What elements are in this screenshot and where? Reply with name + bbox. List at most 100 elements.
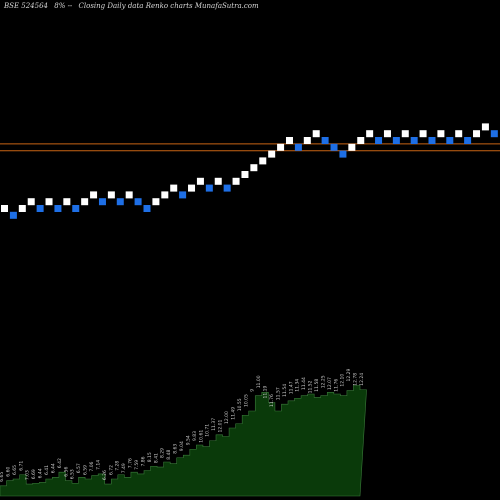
volume-area [0, 385, 367, 497]
chart-title: BSE 524564 8% -- Closing Daily data Renk… [4, 2, 263, 10]
brick-up [357, 137, 365, 144]
volume-label: 12.29 [346, 368, 352, 381]
volume-label: 7.49 [121, 463, 127, 473]
brick-up [366, 130, 374, 138]
volume-label: 8.15 [147, 452, 153, 462]
volume-label: 11.57 [275, 387, 281, 400]
volume-label: 9.04 [179, 441, 185, 451]
brick-up [259, 157, 267, 165]
brick-up [27, 198, 35, 206]
brick-down [98, 198, 106, 206]
volume-label: 6.42 [57, 458, 63, 468]
volume-label: 6.71 [18, 461, 24, 471]
volume-label: 7.86 [140, 456, 146, 466]
brick-down [9, 211, 17, 219]
brick-up [241, 171, 249, 178]
volume-label: 7.14 [95, 460, 101, 470]
volume-label: 9 [250, 389, 256, 392]
brick-up [161, 191, 169, 199]
brick-down [134, 198, 142, 206]
volume-label: 12.00 [224, 411, 230, 424]
volume-label: 11.52 [308, 380, 314, 393]
volume-label: 6.72 [108, 465, 114, 475]
brick-down [410, 137, 418, 144]
volume-label: 11.44 [301, 377, 307, 390]
volume-label: 10.71 [205, 424, 211, 437]
brick-up [1, 205, 8, 212]
brick-up [250, 164, 258, 172]
volume-label: 12.24 [359, 373, 365, 386]
volume-label: 12.25 [320, 375, 326, 388]
volume-label: 10.05 [243, 394, 249, 407]
brick-down [36, 205, 44, 212]
brick-up [152, 198, 160, 206]
volume-label: 6.26 [102, 470, 108, 480]
brick-up [18, 205, 26, 212]
description-label: Closing Daily data Renko charts MunafaSu… [78, 2, 259, 10]
volume-label: 8.48 [166, 450, 172, 460]
brick-down [392, 137, 400, 144]
brick-down [428, 137, 436, 144]
brick-up [214, 177, 222, 185]
brick-down [179, 191, 187, 199]
volume-label: 11.76 [333, 379, 339, 392]
volume-label: 6.57 [76, 463, 82, 473]
brick-down [330, 143, 338, 151]
brick-down [143, 205, 151, 212]
volume-label: 6.41 [44, 465, 50, 475]
change-label: 8% -- [54, 2, 73, 10]
brick-up [285, 137, 293, 144]
volume-label: 6.69 [31, 469, 37, 479]
brick-down [72, 205, 80, 212]
volume-label: 7.06 [89, 461, 95, 471]
brick-up [312, 130, 320, 138]
volume-label: 12.10 [340, 374, 346, 387]
brick-up [125, 191, 133, 199]
brick-up [188, 184, 196, 192]
brick-up [232, 177, 240, 185]
volume-label: 10.55 [237, 398, 243, 411]
volume-label: 6.44 [38, 468, 44, 478]
volume-label: 7.59 [134, 460, 140, 470]
brick-up [63, 198, 71, 206]
brick-up [473, 130, 481, 138]
brick-down [464, 137, 472, 144]
volume-label: 6.56 [63, 467, 69, 477]
brick-down [321, 137, 329, 144]
volume-label: 11.49 [230, 407, 236, 420]
brick-up [481, 123, 489, 131]
volume-label: 6.65 [12, 465, 18, 475]
brick-down [116, 198, 124, 206]
brick-up [383, 130, 391, 138]
volume-label: 9.83 [192, 431, 198, 441]
brick-down [490, 130, 498, 138]
brick-up [45, 198, 53, 206]
brick-down [223, 184, 231, 192]
volume-label: 6.53 [70, 469, 76, 479]
volume-label: 8.29 [160, 448, 166, 458]
volume-label: 11.34 [295, 379, 301, 392]
volume-label: 12.78 [353, 373, 359, 386]
volume-label: 10.61 [198, 430, 204, 443]
brick-up [90, 191, 98, 199]
brick-down [375, 137, 383, 144]
volume-label: 6.60 [5, 467, 11, 477]
brick-down [294, 143, 302, 151]
brick-down [446, 137, 454, 144]
brick-up [437, 130, 445, 138]
brick-up [170, 184, 178, 192]
symbol-label: BSE 524564 [4, 2, 48, 10]
volume-label: 6.44 [50, 463, 56, 473]
brick-up [268, 150, 276, 158]
volume-label: 12.07 [327, 377, 333, 390]
volume-label: 11.00 [256, 375, 262, 388]
volume-label: 7.76 [128, 458, 134, 468]
brick-up [419, 130, 427, 138]
brick-up [277, 143, 285, 151]
brick-down [205, 184, 213, 192]
volume-label: 11.76 [269, 394, 275, 407]
volume-label: 8.41 [153, 453, 159, 463]
volume-label: 11.47 [288, 381, 294, 394]
